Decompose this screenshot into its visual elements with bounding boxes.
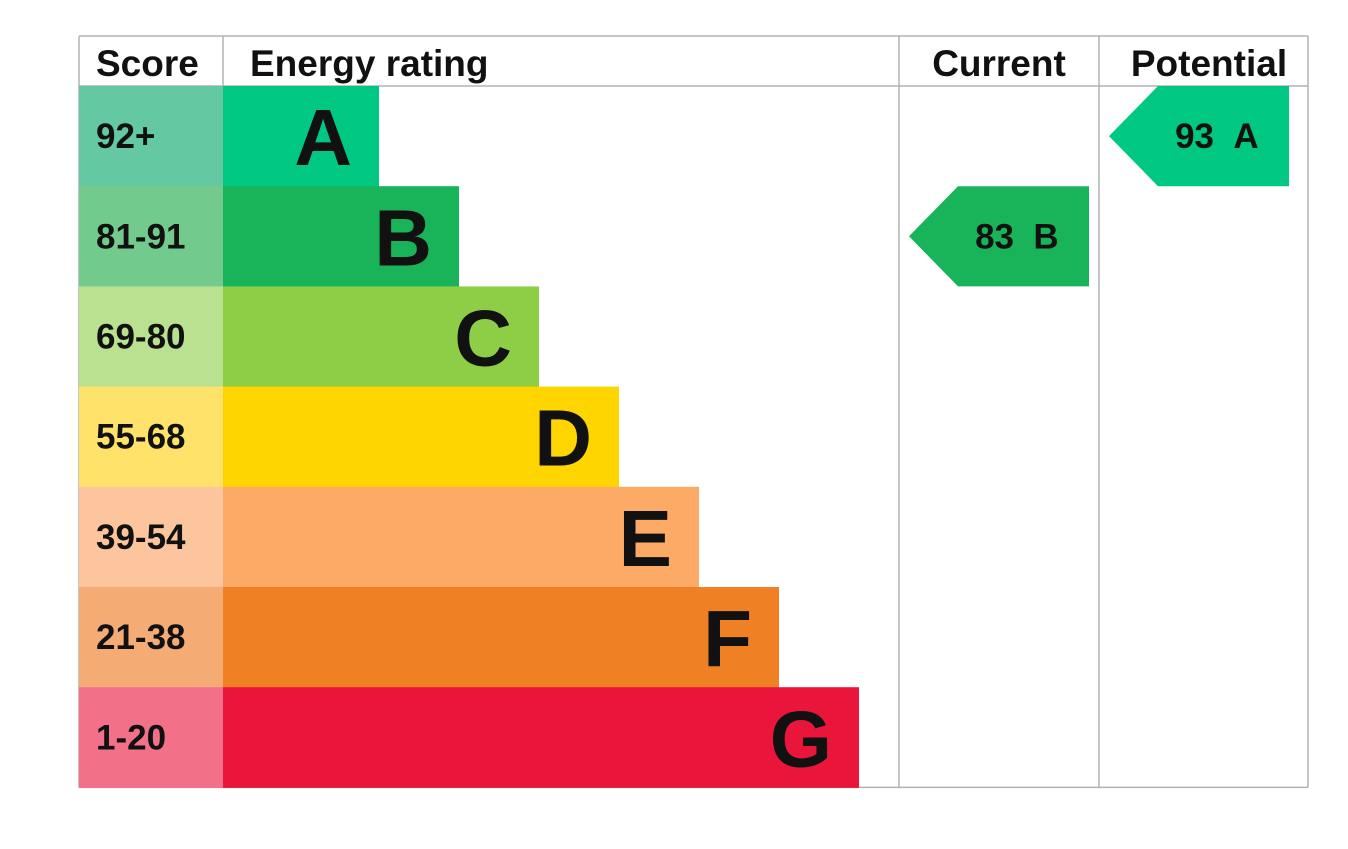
current-rating-arrow-shape: [909, 186, 1089, 287]
score-header: Score: [96, 43, 199, 84]
rating-bar: [223, 587, 779, 688]
current-header: Current: [932, 43, 1066, 84]
rating-letter: A: [294, 93, 352, 182]
rating-letter: C: [454, 294, 512, 383]
band-e: 39-54 E: [79, 486, 699, 588]
score-range-label: 55-68: [96, 418, 186, 457]
rating-bands: 92+ A 81-91 B 69-80 C 55-68 D 39-54 E 21-38 F 1-20 G: [79, 86, 859, 788]
score-range-label: 39-54: [96, 518, 186, 557]
current-rating-arrow-band: B: [1033, 217, 1058, 256]
band-f: 21-38 F: [79, 587, 779, 688]
rating-bar: [223, 186, 459, 287]
score-cell: [79, 587, 223, 688]
band-a: 92+ A: [79, 86, 379, 187]
potential-rating-arrow-shape: [1109, 86, 1289, 187]
rating-bar: [223, 286, 539, 388]
header-row: Score Energy rating Current Potential: [96, 43, 1287, 84]
rating-bar: [223, 86, 379, 187]
rating-bar: [223, 486, 699, 588]
rating-letter: B: [374, 193, 432, 282]
rating-bar: [223, 687, 859, 788]
rating-arrows: 83 B 93 A: [909, 86, 1289, 287]
rating-letter: G: [770, 694, 832, 783]
score-cell: [79, 286, 223, 388]
score-range-label: 92+: [96, 117, 155, 156]
score-range-label: 69-80: [96, 318, 186, 357]
current-rating-arrow: 83 B: [909, 186, 1089, 287]
potential-header: Potential: [1131, 43, 1287, 84]
band-c: 69-80 C: [79, 286, 539, 388]
current-rating-arrow-score: 83: [975, 217, 1014, 256]
potential-rating-arrow: 93 A: [1109, 86, 1289, 187]
rating-letter: E: [619, 494, 672, 583]
score-cell: [79, 186, 223, 287]
score-range-label: 21-38: [96, 618, 186, 657]
potential-rating-arrow-score: 93: [1175, 117, 1214, 156]
score-cell: [79, 86, 223, 187]
score-range-label: 81-91: [96, 217, 186, 256]
band-b: 81-91 B: [79, 186, 459, 287]
energy-rating-header: Energy rating: [250, 43, 489, 84]
rating-letter: F: [703, 594, 752, 683]
rating-bar: [223, 386, 619, 488]
score-cell: [79, 687, 223, 788]
potential-rating-arrow-band: A: [1233, 117, 1258, 156]
band-g: 1-20 G: [79, 687, 859, 788]
band-d: 55-68 D: [79, 386, 619, 488]
score-cell: [79, 386, 223, 488]
score-cell: [79, 486, 223, 588]
rating-letter: D: [534, 394, 592, 483]
score-range-label: 1-20: [96, 718, 166, 757]
